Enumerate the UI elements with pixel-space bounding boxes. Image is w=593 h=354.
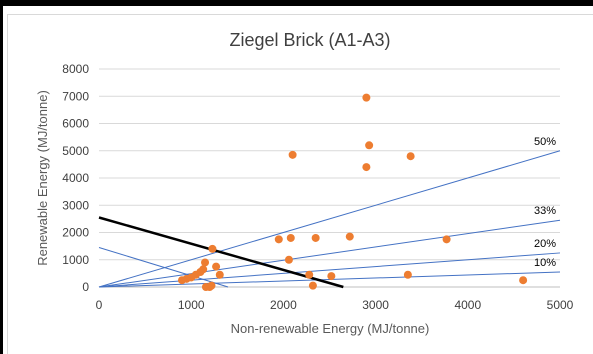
data-point [199,265,208,274]
data-point [406,152,415,161]
data-point [288,150,297,159]
data-point [305,270,314,279]
y-tick-labels: 0 1000 2000 3000 4000 5000 6000 7000 8000 [62,62,89,294]
data-point [207,281,216,290]
reference-line [98,219,561,288]
x-axis-title: Non-renewable Energy (MJ/tonne) [231,321,430,336]
reference-line-label: 50% [534,136,556,148]
reference-line-label: 10% [534,257,556,269]
x-tick-label: 5000 [547,298,574,312]
x-tick-label: 3000 [362,298,389,312]
x-tick-labels: 0 1000 2000 3000 4000 5000 [96,298,574,312]
x-tick-label: 0 [96,298,103,312]
y-tick-label: 7000 [62,89,89,103]
data-point [308,281,317,290]
data-point [365,141,374,150]
y-tick-label: 1000 [62,253,89,267]
data-point [327,272,336,281]
data-point [274,235,283,244]
data-point [284,255,293,264]
reference-line-label: 33% [534,205,556,217]
reference-line [98,252,561,288]
threshold-lines [98,216,344,289]
data-point [403,270,412,279]
reference-line-labels: 50% 33% 20% 10% [534,136,556,269]
data-points [177,93,528,291]
y-tick-label: 5000 [62,144,89,158]
threshold-line [98,216,344,289]
x-tick-label: 1000 [178,298,205,312]
data-point [215,270,224,279]
y-tick-label: 3000 [62,198,89,212]
y-tick-label: 0 [82,280,89,294]
chart-area [7,14,593,354]
reference-lines [98,150,561,288]
y-tick-label: 4000 [62,171,89,185]
top-border [0,0,593,6]
reference-line-label: 20% [534,238,556,250]
data-point [311,233,320,242]
chart-title: Ziegel Brick (A1-A3) [229,30,390,50]
data-point [212,262,221,271]
data-point [286,233,295,242]
x-tick-label: 2000 [270,298,297,312]
data-point [201,258,210,267]
data-point [345,232,354,241]
left-border [0,6,3,354]
data-point [208,244,217,253]
x-tick-label: 4000 [454,298,481,312]
data-point [519,276,528,285]
data-point [362,163,371,172]
y-tick-label: 6000 [62,117,89,131]
reference-line [98,150,561,288]
y-axis-title: Renewable Energy (MJ/tonne) [35,90,50,266]
data-point [442,235,451,244]
y-tick-label: 8000 [62,62,89,76]
y-tick-label: 2000 [62,226,89,240]
secondary-line [98,247,229,288]
gridlines [99,68,560,288]
data-point [362,93,371,102]
